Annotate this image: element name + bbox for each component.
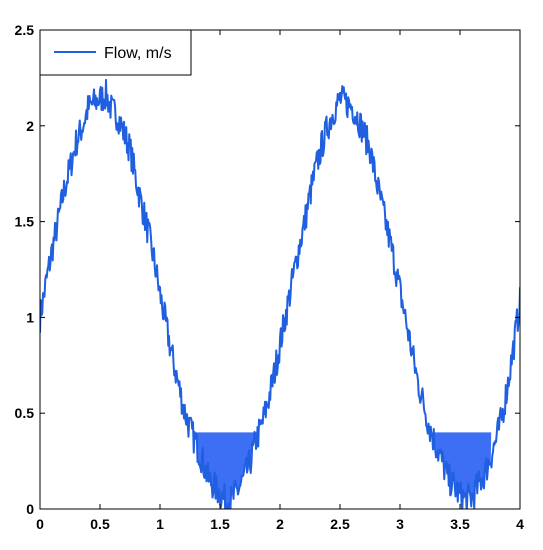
y-tick-label: 0.5 [15, 405, 35, 421]
series-line-flow [40, 78, 520, 509]
legend: Flow, m/s [39, 29, 192, 76]
x-tick-label: 2 [276, 516, 284, 532]
legend-label-flow: Flow, m/s [104, 45, 172, 62]
y-tick-label: 1 [26, 309, 34, 325]
x-tick-label: 1.5 [210, 516, 230, 532]
x-tick-label: 4 [516, 516, 524, 532]
y-tick-label: 1.5 [15, 214, 35, 230]
x-tick-label: 3.5 [450, 516, 470, 532]
shaded-region-2 [431, 432, 492, 509]
x-axis: 0 0.5 1 1.5 2 2.5 3 3.5 4 [36, 30, 524, 532]
x-tick-label: 2.5 [330, 516, 350, 532]
shaded-regions [193, 432, 492, 509]
y-axis: 0 0.5 1 1.5 2 2.5 [15, 22, 520, 517]
x-tick-label: 3 [396, 516, 404, 532]
y-tick-label: 2 [26, 118, 34, 134]
shaded-region-1 [193, 432, 264, 509]
y-tick-label: 0 [26, 501, 34, 517]
y-tick-label: 2.5 [15, 22, 35, 38]
series-layer [40, 78, 520, 509]
x-tick-label: 1 [156, 516, 164, 532]
x-tick-label: 0.5 [90, 516, 110, 532]
x-tick-label: 0 [36, 516, 44, 532]
